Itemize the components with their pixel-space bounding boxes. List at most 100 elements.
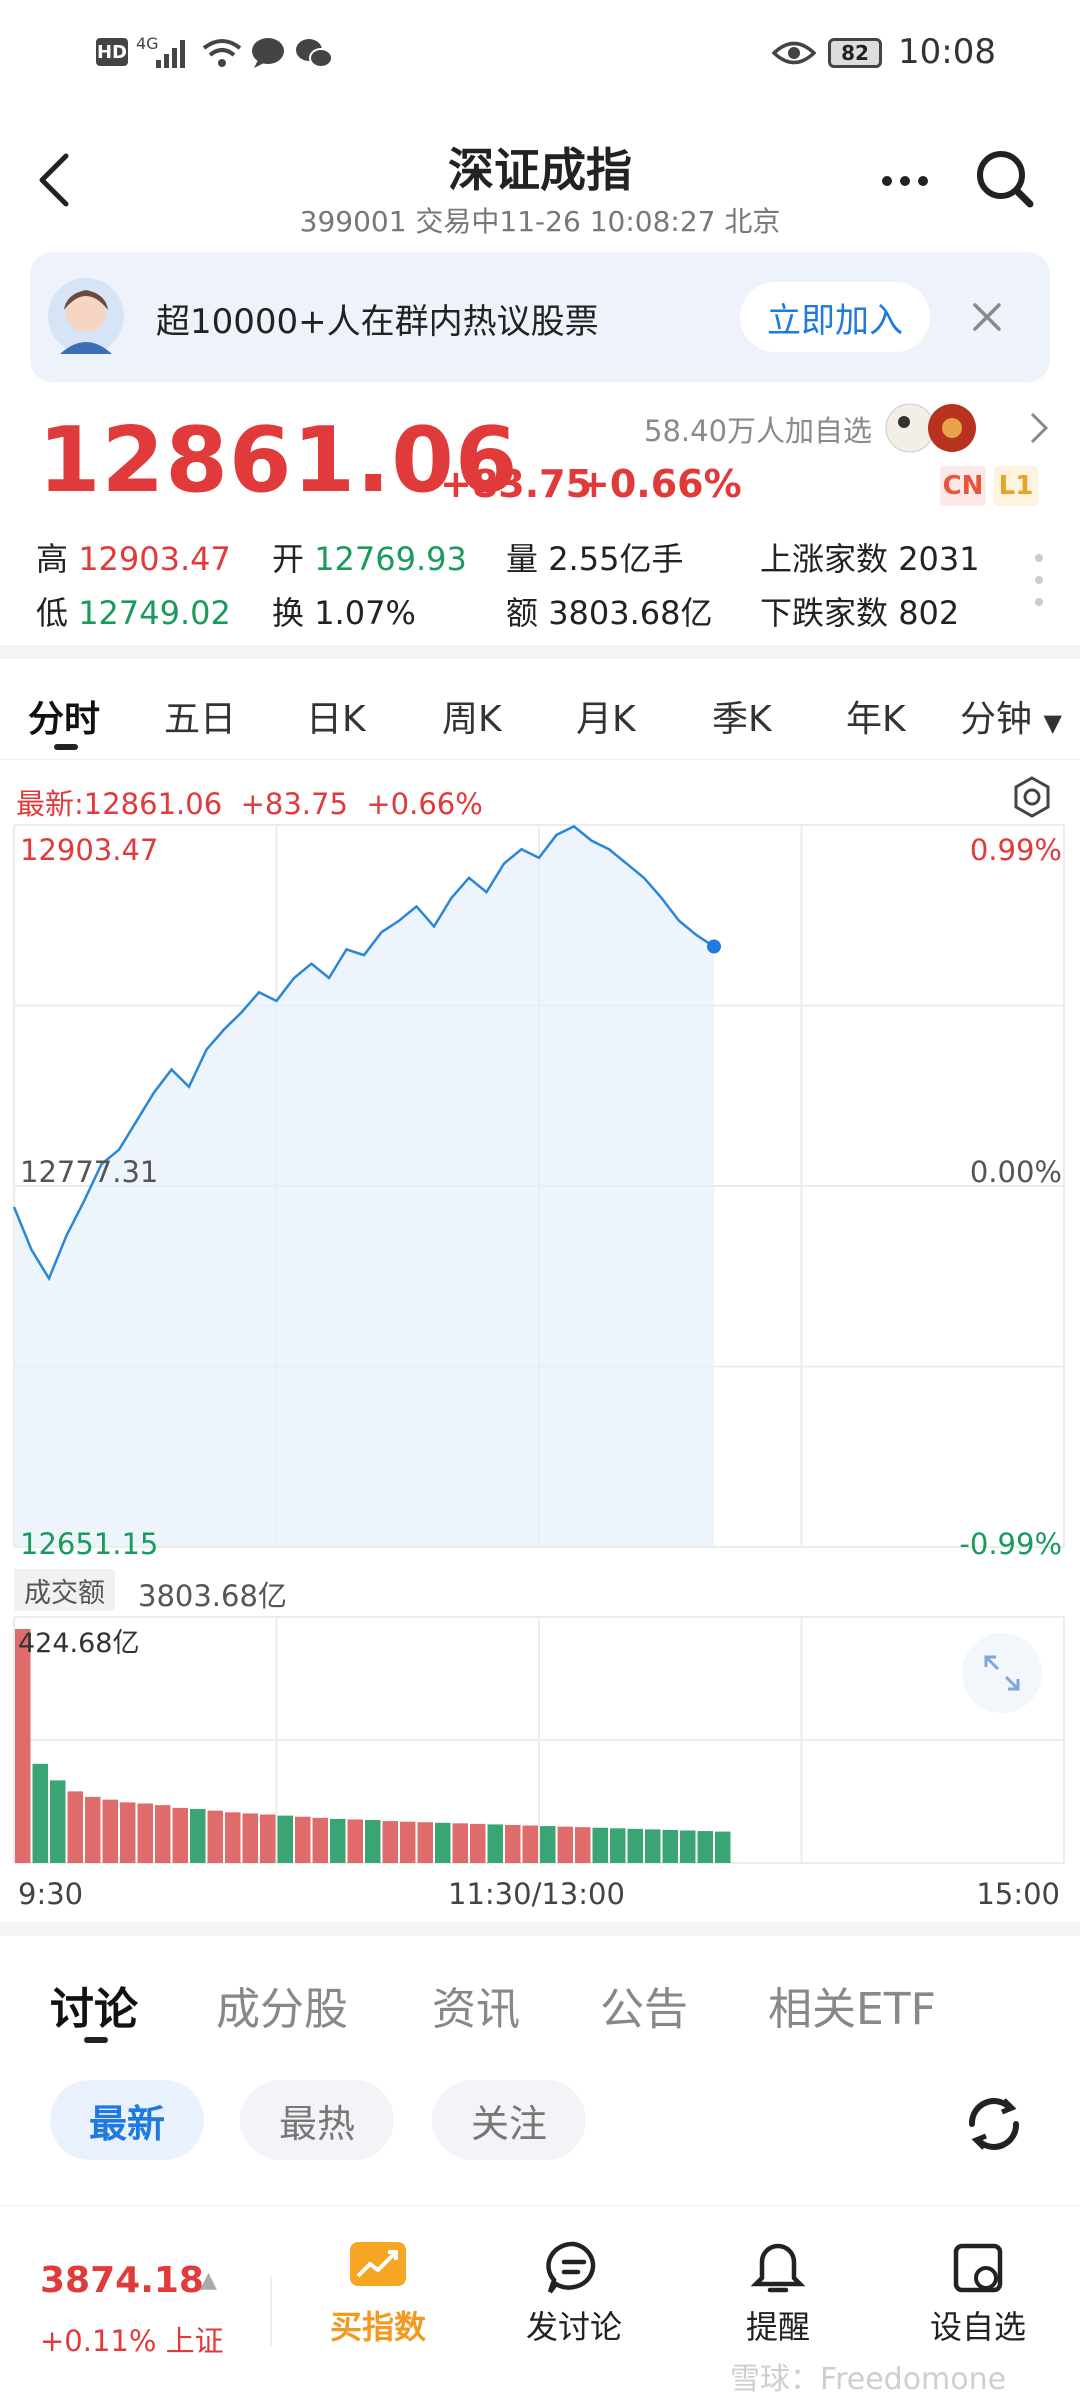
followers-count: 58.40万人加自选 — [644, 414, 873, 448]
eye-icon — [772, 41, 816, 65]
cn-badge: CN — [940, 466, 986, 506]
tab-five-day[interactable]: 五日 — [164, 699, 237, 740]
volume-bar — [645, 1829, 661, 1863]
volume-bar — [610, 1828, 626, 1863]
y-label-bottom: 12651.15 — [20, 1527, 159, 1561]
tab-announcements[interactable]: 公告 — [600, 1984, 688, 2035]
nav-buy-index[interactable]: 买指数 — [318, 2240, 438, 2348]
battery-icon: 82 — [828, 38, 882, 68]
intraday-chart: 最新:12861.06 +83.75 +0.66% 12903.47 12777… — [0, 765, 1080, 1930]
refresh-icon[interactable] — [962, 2092, 1026, 2156]
x-label-mid: 11:30/13:00 — [448, 1877, 625, 1911]
volume-bar — [452, 1823, 468, 1863]
volume-bar — [225, 1812, 241, 1863]
search-icon[interactable] — [974, 148, 1038, 212]
price-change: +83.75 — [440, 462, 593, 506]
stat-high: 高 12903.47 — [36, 540, 231, 578]
tab-minute[interactable]: 分钟 ▼ — [960, 699, 1062, 740]
group-banner[interactable]: 超10000+人在群内热议股票 立即加入 — [30, 252, 1050, 382]
tab-week-k[interactable]: 周K — [442, 699, 502, 740]
page-subtitle: 399001 交易中11-26 10:08:27 北京 — [299, 205, 781, 238]
volume-bar — [697, 1831, 713, 1863]
chevron-right-icon[interactable] — [1028, 410, 1050, 446]
volume-bar — [172, 1807, 188, 1863]
content-tabs: 讨论 成分股 资讯 公告 相关ETF — [0, 1935, 1080, 2235]
volume-bar — [207, 1810, 223, 1863]
page-title: 深证成指 — [448, 143, 632, 197]
l1-badge: L1 — [994, 466, 1038, 506]
current-price: 12861.06 — [38, 408, 519, 513]
volume-bar — [365, 1820, 381, 1863]
index-value[interactable]: 3874.18 — [40, 2260, 204, 2301]
filter-latest[interactable]: 最新 — [50, 2080, 204, 2160]
index-change: +0.11% 上证 — [40, 2324, 224, 2358]
close-icon[interactable] — [970, 300, 1004, 334]
more-stats-icon[interactable] — [1032, 550, 1046, 610]
status-bar: HD 4G 82 10:08 — [0, 0, 1080, 110]
chart-svg — [12, 824, 1065, 1864]
chart-tabs: 分时 五日 日K 周K 月K 季K 年K 分钟 ▼ — [0, 660, 1080, 760]
tab-related-etf[interactable]: 相关ETF — [768, 1984, 936, 2035]
tab-constituents[interactable]: 成分股 — [216, 1984, 348, 2035]
nav-divider — [270, 2276, 272, 2346]
volume-bar — [680, 1830, 696, 1863]
stat-volume: 量 2.55亿手 — [506, 540, 684, 578]
tab-intraday[interactable]: 分时 — [28, 699, 101, 740]
tab-news[interactable]: 资讯 — [432, 1984, 520, 2035]
back-icon[interactable] — [34, 150, 74, 210]
active-content-indicator — [84, 2037, 108, 2043]
volume-total: 3803.68亿 — [138, 1579, 287, 1613]
tab-month-k[interactable]: 月K — [576, 699, 636, 740]
volume-max-label: 424.68亿 — [18, 1628, 140, 1659]
stat-advancers: 上涨家数 2031 — [760, 540, 980, 578]
pct-label-mid: 0.00% — [969, 1155, 1062, 1189]
avatar — [48, 278, 124, 354]
signal-icon — [156, 40, 185, 68]
volume-bar — [400, 1821, 416, 1863]
stat-turnover: 换 1.07% — [272, 594, 416, 632]
volume-bar — [627, 1828, 643, 1863]
divider — [0, 645, 1080, 659]
bottom-nav: 3874.18 ▲ +0.11% 上证 买指数 发讨论 提醒 设自选 雪球：Fr… — [0, 2205, 1080, 2400]
expand-button[interactable] — [962, 1633, 1042, 1713]
join-button[interactable]: 立即加入 — [740, 282, 930, 352]
filter-following[interactable]: 关注 — [432, 2080, 586, 2160]
volume-bar — [277, 1815, 293, 1863]
quote-panel: 12861.06 +83.75 +0.66% 58.40万人加自选 CN L1 … — [0, 390, 1080, 645]
volume-bar — [557, 1826, 573, 1863]
tab-discussion[interactable]: 讨论 — [50, 1984, 138, 2035]
settings-icon[interactable] — [1010, 775, 1054, 819]
dropdown-icon: ▼ — [1043, 709, 1062, 737]
nav-add-watchlist[interactable]: 设自选 — [918, 2240, 1038, 2348]
volume-bar — [120, 1802, 136, 1863]
nav-post[interactable]: 发讨论 — [514, 2240, 634, 2348]
follower-avatars[interactable] — [882, 400, 982, 456]
volume-bar — [592, 1827, 608, 1863]
message-icon — [252, 38, 284, 68]
volume-bar — [15, 1629, 31, 1863]
tab-year-k[interactable]: 年K — [846, 699, 906, 740]
tab-day-k[interactable]: 日K — [306, 699, 366, 740]
volume-bar — [155, 1805, 171, 1863]
volume-bar — [50, 1780, 66, 1863]
latest-point — [707, 939, 721, 954]
wechat-icon — [296, 39, 333, 68]
volume-bar — [32, 1763, 48, 1863]
filter-hot[interactable]: 最热 — [240, 2080, 394, 2160]
volume-bar — [137, 1803, 153, 1863]
stat-open: 开 12769.93 — [272, 540, 467, 578]
volume-bar — [347, 1819, 363, 1863]
volume-bar — [522, 1825, 538, 1863]
volume-bar — [242, 1813, 258, 1863]
hd-icon: HD — [96, 38, 128, 66]
tab-quarter-k[interactable]: 季K — [712, 699, 772, 740]
volume-bar — [505, 1824, 521, 1863]
banner-text: 超10000+人在群内热议股票 — [156, 302, 599, 342]
nav-alert[interactable]: 提醒 — [718, 2240, 838, 2348]
volume-bar — [330, 1818, 346, 1863]
volume-bar — [190, 1809, 206, 1863]
volume-bar — [295, 1816, 311, 1863]
expand-icon — [984, 1655, 1020, 1691]
more-icon[interactable] — [880, 174, 930, 188]
price-area — [14, 826, 714, 1547]
